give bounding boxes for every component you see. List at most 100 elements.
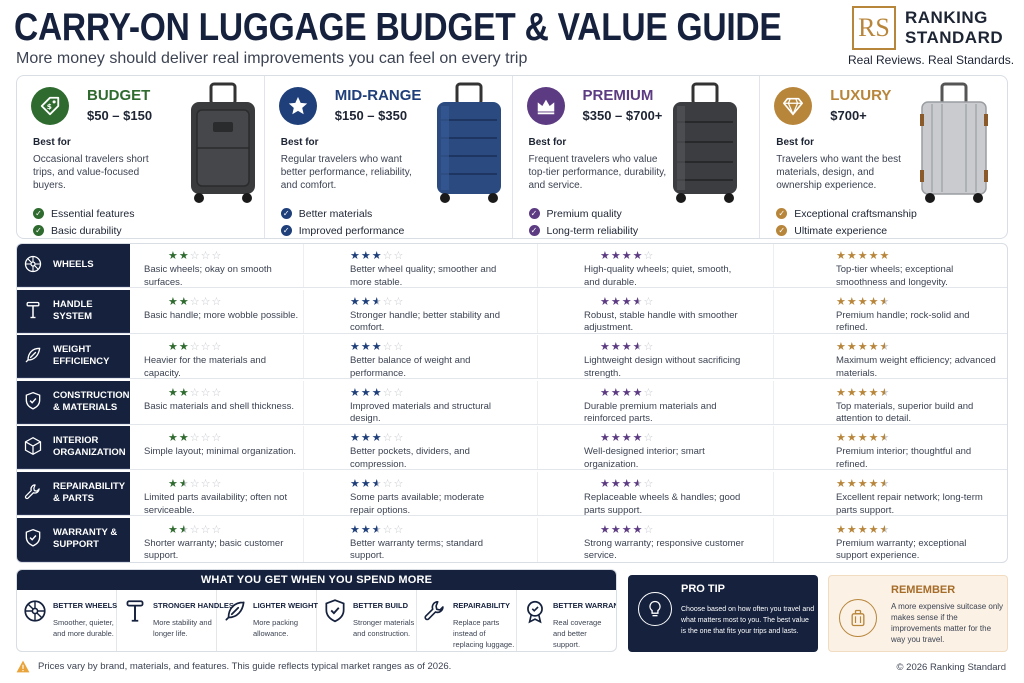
star-rating: ★★★☆☆ bbox=[350, 478, 405, 490]
check-icon: ✓ bbox=[528, 225, 540, 236]
spend-item: REPAIRABILITY Replace parts instead of re… bbox=[417, 590, 517, 651]
table-cell: ★★★☆☆ Some parts available; moderate repa… bbox=[304, 472, 538, 516]
cell-text: Better warranty terms; standard support. bbox=[350, 537, 484, 562]
remember-panel: REMEMBER A more expensive suitcase only … bbox=[828, 575, 1008, 652]
feature-item: ✓ Ultimate experience bbox=[776, 222, 917, 239]
spend-item-title: LIGHTER WEIGHT bbox=[253, 601, 318, 610]
tier-price: $150 – $350 bbox=[334, 108, 408, 123]
shield-check-icon bbox=[23, 391, 45, 413]
spend-item-title: REPAIRABILITY bbox=[453, 601, 510, 610]
spend-item-desc: Replace parts instead of replacing lugga… bbox=[453, 618, 515, 649]
star-icon bbox=[278, 87, 317, 125]
tier-name: BUDGET bbox=[87, 87, 151, 104]
cell-text: Better balance of weight and performance… bbox=[350, 355, 471, 379]
spend-item: BETTER WHEELS Smoother, quieter, and more… bbox=[17, 590, 117, 651]
check-icon: ✓ bbox=[33, 225, 44, 236]
charcoal-hardshell-suitcase-image bbox=[672, 82, 737, 203]
row-label: WEIGHT EFFICIENCY bbox=[17, 335, 130, 379]
spend-item-desc: More stability and longer life. bbox=[153, 618, 212, 638]
cell-text: Robust, stable handle with smoother adju… bbox=[584, 309, 738, 334]
comparison-table: WHEELS ★★☆☆☆ Basic wheels; okay on smooth … bbox=[16, 243, 1008, 563]
feature-item: ✓ Essential features bbox=[33, 205, 134, 222]
table-row: REPAIRABILITY & PARTS ★★☆☆☆ Limited parts … bbox=[17, 472, 1007, 516]
check-icon: ✓ bbox=[776, 208, 788, 219]
row-label-text: HANDLE SYSTEM bbox=[53, 298, 93, 322]
table-cell: ★★★★☆ Strong warranty; responsive custome… bbox=[538, 517, 774, 562]
star-rating: ★★★★★ bbox=[836, 523, 891, 536]
star-rating: ★★☆☆☆ bbox=[168, 295, 223, 308]
cell-text: Maximum weight efficiency; advanced mate… bbox=[836, 355, 996, 379]
table-cell: ★★★☆☆ Better pockets, dividers, and compr… bbox=[304, 426, 538, 470]
table-cell: ★★★★☆ Replaceable wheels & handles; good … bbox=[538, 472, 774, 516]
star-rating: ★★☆☆☆ bbox=[168, 250, 223, 262]
cell-text: Replaceable wheels & handles; good parts… bbox=[584, 492, 741, 516]
tier-name: MID-RANGE bbox=[334, 87, 422, 104]
table-cell: ★★☆☆☆ Shorter warranty; basic customer su… bbox=[130, 517, 304, 562]
best-for-desc: Travelers who want the best materials, d… bbox=[776, 154, 901, 191]
cell-text: Strong warranty; responsive customer ser… bbox=[584, 537, 744, 562]
best-for-desc: Frequent travelers who value top-tier pe… bbox=[528, 154, 667, 191]
tier-cards: $ BUDGET $50 – $150 Best for Occasional … bbox=[16, 75, 1008, 239]
wrench-icon bbox=[23, 482, 45, 504]
check-icon: ✓ bbox=[280, 225, 292, 236]
star-rating: ★★★☆☆ bbox=[350, 341, 405, 354]
table-row: INTERIOR ORGANIZATION ★★☆☆☆ Simple layout;… bbox=[17, 426, 1007, 471]
star-rating: ★★★★☆ bbox=[600, 295, 655, 308]
row-label: CONSTRUCTION & MATERIALS bbox=[17, 380, 130, 424]
star-rating: ★★★★☆ bbox=[600, 341, 655, 354]
table-cell: ★★★★☆ Lightweight design without sacrific… bbox=[538, 335, 774, 379]
cell-text: Shorter warranty; basic customer support… bbox=[144, 537, 284, 562]
star-rating: ★★☆☆☆ bbox=[168, 523, 223, 536]
feature-list: ✓ Essential features ✓ Basic durability bbox=[33, 205, 134, 239]
tier-card-budget: $ BUDGET $50 – $150 Best for Occasional … bbox=[17, 76, 265, 238]
table-cell: ★★☆☆☆ Basic wheels; okay on smooth surfac… bbox=[130, 244, 304, 288]
feature-item: ✓ Long-term reliability bbox=[528, 222, 638, 239]
table-cell: ★★☆☆☆ Simple layout; minimal organization… bbox=[130, 426, 304, 470]
page-title: CARRY-ON LUGGAGE BUDGET & VALUE GUIDE bbox=[14, 6, 782, 49]
feature-item: ✓ Basic durability bbox=[33, 222, 134, 239]
page-subtitle: More money should deliver real improveme… bbox=[16, 50, 528, 67]
badge-icon bbox=[522, 598, 548, 624]
star-rating: ★★★☆☆ bbox=[350, 295, 405, 308]
spend-more-heading: WHAT YOU GET WHEN YOU SPEND MORE bbox=[17, 570, 616, 590]
cell-text: Improved materials and structural design… bbox=[350, 400, 491, 425]
spend-item-desc: More packing allowance. bbox=[253, 618, 299, 638]
cell-text: Durable premium materials and reinforced… bbox=[584, 400, 717, 425]
footnote: Prices vary by brand, materials, and fea… bbox=[16, 660, 451, 673]
table-cell: ★★★☆☆ Stronger handle; better stability a… bbox=[304, 289, 538, 334]
cell-text: High-quality wheels; quiet, smooth, and … bbox=[584, 264, 732, 288]
suitcase-icon bbox=[839, 599, 877, 637]
row-label: INTERIOR ORGANIZATION bbox=[17, 426, 130, 470]
star-rating: ★★★☆☆ bbox=[350, 250, 405, 262]
star-rating: ★★★☆☆ bbox=[350, 432, 405, 445]
spend-item-title: STRONGER HANDLES bbox=[153, 601, 234, 610]
best-for-label: Best for bbox=[280, 137, 319, 148]
diamond-icon bbox=[774, 87, 813, 125]
star-rating: ★★★★☆ bbox=[600, 386, 655, 399]
row-label: REPAIRABILITY & PARTS bbox=[17, 472, 130, 515]
table-cell: ★★★★★ Excellent repair network; long-term… bbox=[774, 472, 1007, 516]
cell-text: Basic wheels; okay on smooth surfaces. bbox=[144, 264, 272, 288]
star-rating: ★★★☆☆ bbox=[350, 386, 405, 399]
row-label-text: WHEELS bbox=[53, 259, 94, 270]
cell-text: Lightweight design without sacrificing s… bbox=[584, 355, 741, 379]
row-label-text: REPAIRABILITY & PARTS bbox=[53, 481, 125, 504]
aluminum-suitcase-image bbox=[920, 82, 989, 203]
tier-price: $700+ bbox=[830, 108, 867, 123]
table-cell: ★★★★☆ Robust, stable handle with smoother… bbox=[538, 289, 774, 334]
check-icon: ✓ bbox=[33, 208, 44, 219]
cell-text: Heavier for the materials and capacity. bbox=[144, 355, 266, 379]
cell-text: Better wheel quality; smoother and more … bbox=[350, 264, 497, 288]
feather-icon bbox=[222, 598, 248, 624]
table-cell: ★★★★☆ Well-designed interior; smart organ… bbox=[538, 426, 774, 470]
cell-text: Premium warranty; exceptional support ex… bbox=[836, 537, 967, 562]
cell-text: Stronger handle; better stability and co… bbox=[350, 309, 500, 334]
brand-tagline: Real Reviews. Real Standards. bbox=[848, 53, 1015, 67]
star-rating: ★★☆☆☆ bbox=[168, 386, 223, 399]
warning-icon bbox=[16, 660, 30, 673]
feature-item: ✓ Improved performance bbox=[280, 222, 404, 239]
star-rating: ★★★★★ bbox=[836, 250, 891, 262]
cell-text: Simple layout; minimal organization. bbox=[144, 446, 297, 458]
cell-text: Well-designed interior; smart organizati… bbox=[584, 446, 705, 470]
star-rating: ★★★★★ bbox=[836, 478, 891, 490]
